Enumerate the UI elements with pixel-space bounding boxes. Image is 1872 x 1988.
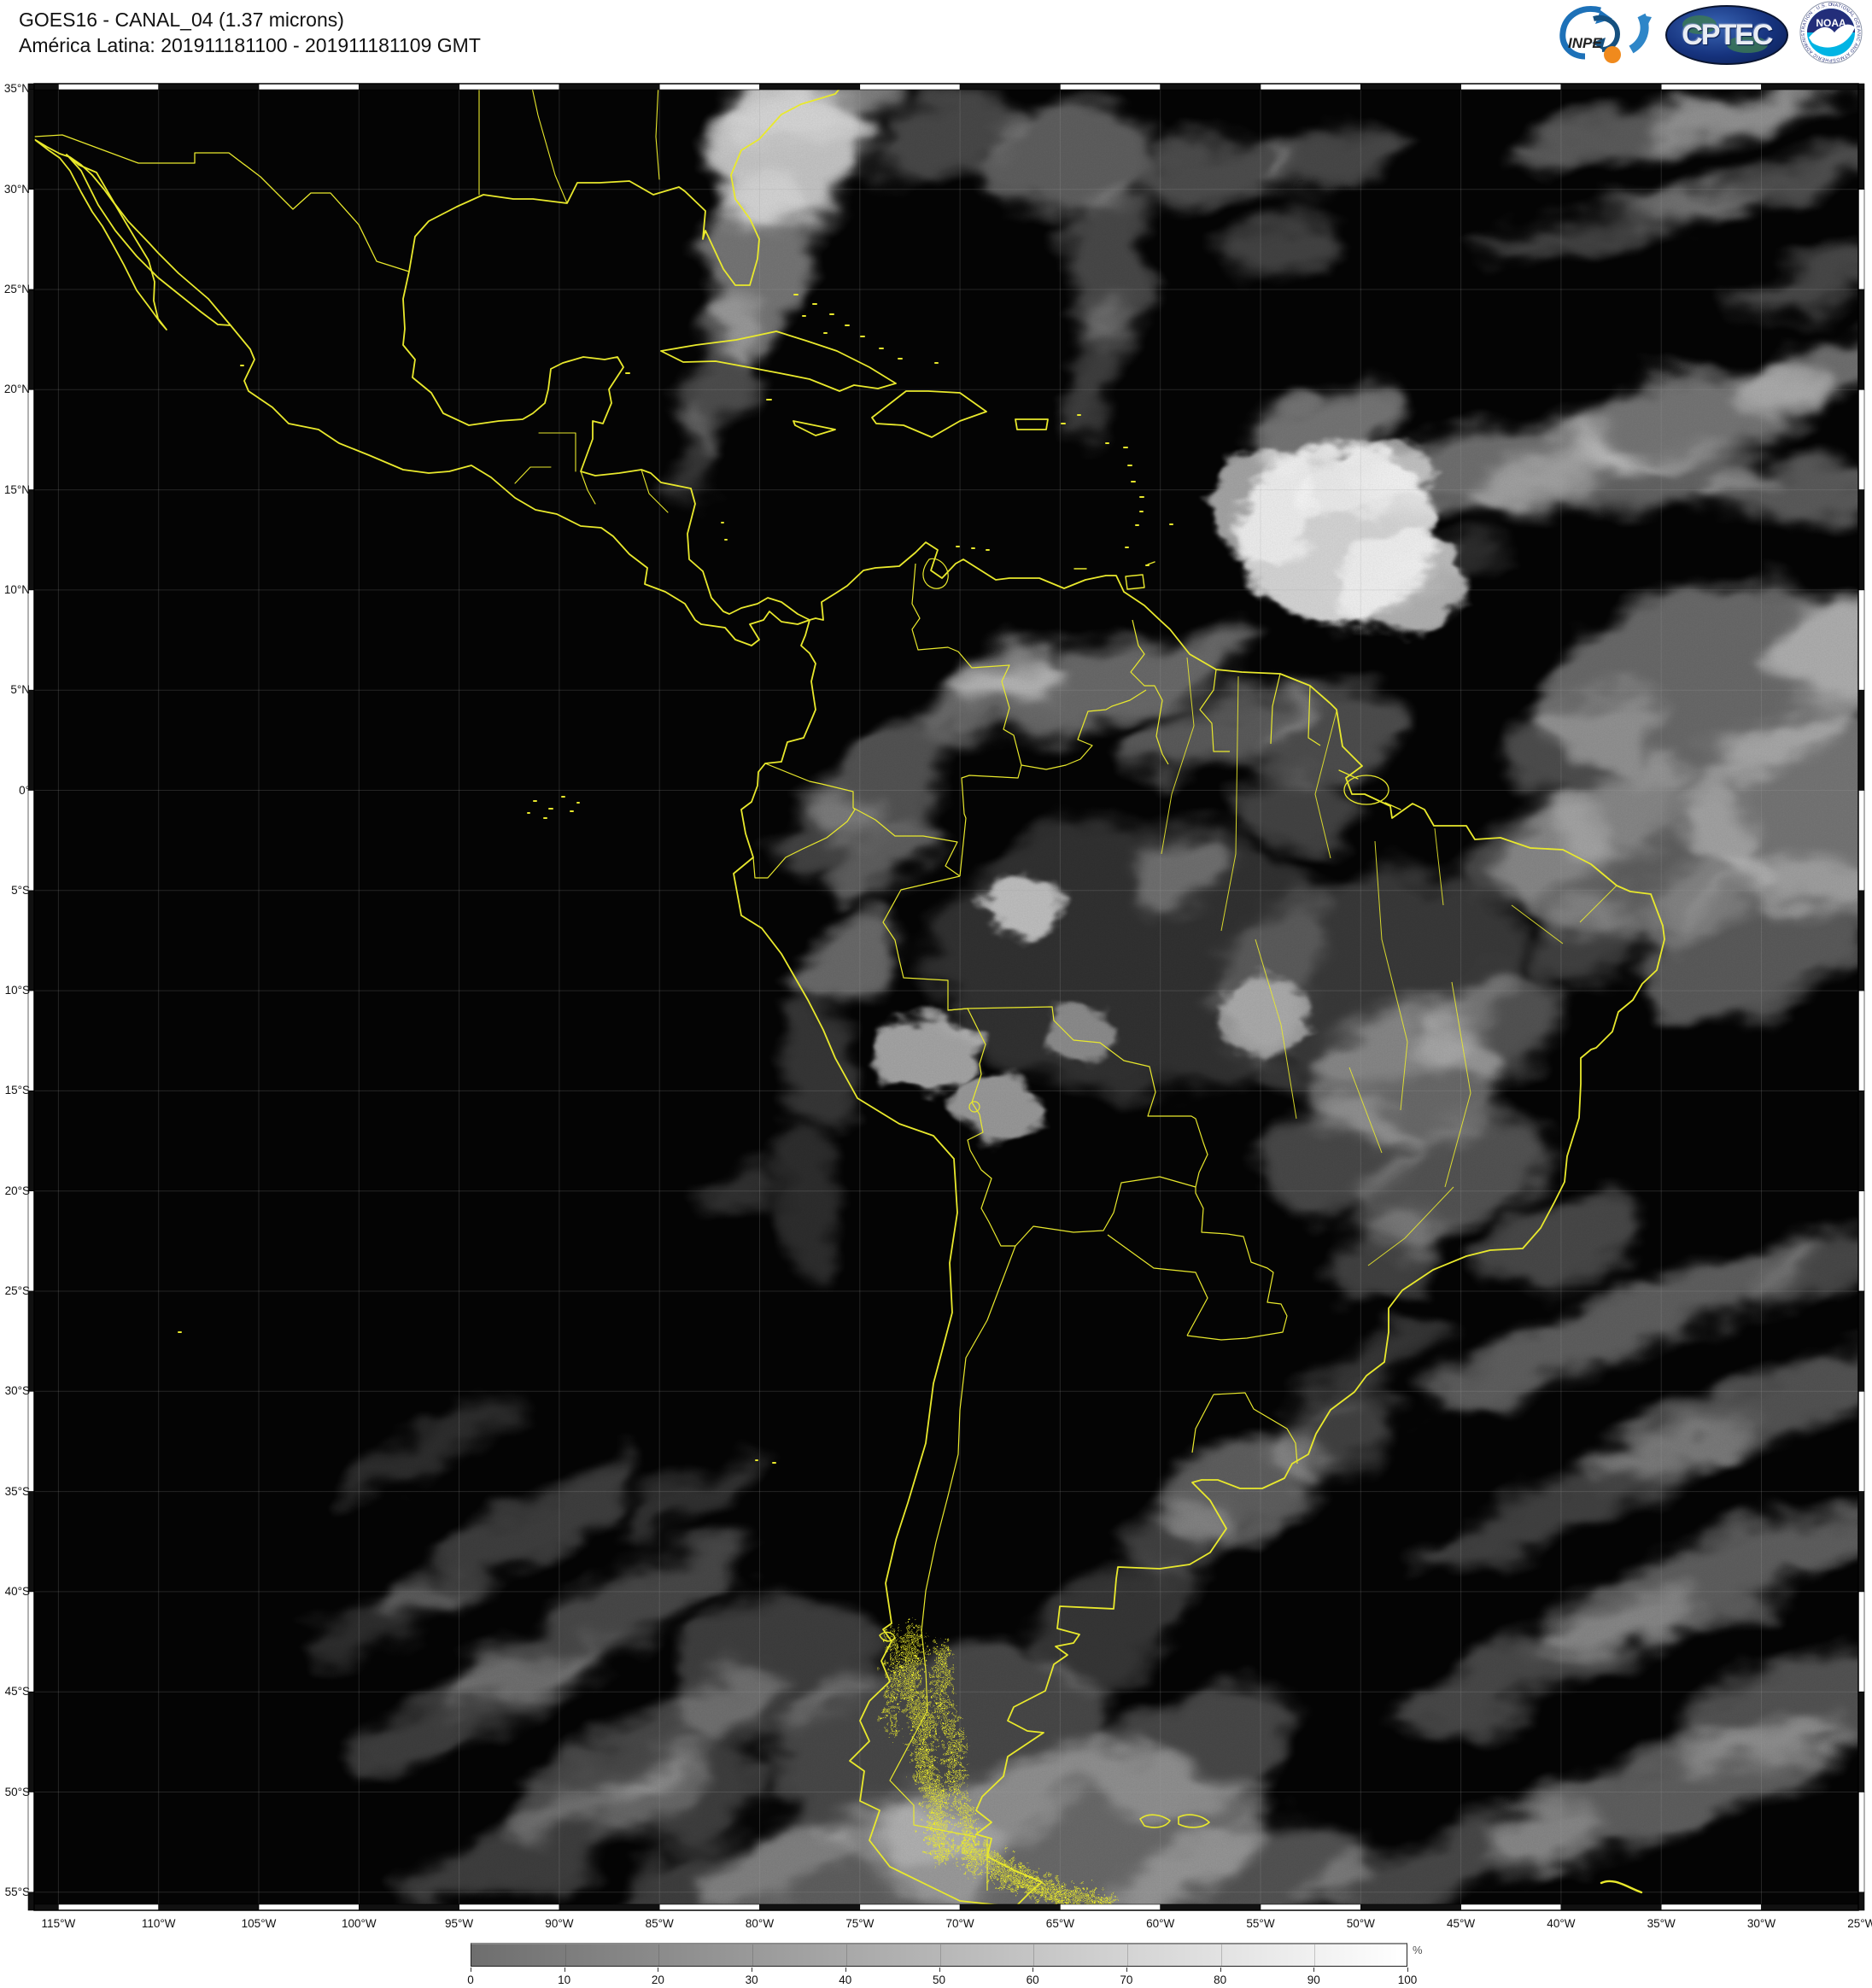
lon-label: 35°W <box>1647 1917 1676 1930</box>
lat-label: 35°N <box>3 82 30 96</box>
colorbar-inner-tick <box>1126 1944 1128 1966</box>
colorbar-tick-label: 0 <box>467 1973 474 1986</box>
inpe-swirl-icon: INPE <box>1559 6 1652 63</box>
noaa-emblem-icon: NATIONAL OCEANIC AND ATMOSPHERIC ADMINIS… <box>1793 0 1863 64</box>
lat-label: 20°S <box>4 1184 30 1197</box>
lon-label: 90°W <box>545 1917 574 1930</box>
lon-label: 75°W <box>845 1917 875 1930</box>
colorbar-unit: % <box>1413 1944 1423 1956</box>
colorbar-tick <box>939 1968 940 1972</box>
islands <box>178 294 1173 1642</box>
inpe-label: INPE <box>1568 35 1602 51</box>
noaa-logo: NATIONAL OCEANIC AND ATMOSPHERIC ADMINIS… <box>1793 0 1867 65</box>
cptec-globe-land <box>1727 36 1768 53</box>
colorbar-tick-label: 70 <box>1120 1973 1133 1986</box>
colorbar-tick-label: 100 <box>1397 1973 1418 1986</box>
colorbar-inner-tick <box>845 1944 847 1966</box>
lon-label: 85°W <box>645 1917 674 1930</box>
lat-label: 25°N <box>3 283 30 295</box>
colorbar <box>471 1943 1407 1967</box>
colorbar-tick-label: 20 <box>651 1973 664 1986</box>
lat-label: 35°S <box>4 1484 30 1498</box>
lat-label: 25°S <box>4 1284 30 1297</box>
lat-label: 45°S <box>4 1685 30 1699</box>
colorbar-tick <box>1313 1968 1315 1972</box>
noise-overlay <box>34 84 1858 1910</box>
lat-label: 15°N <box>3 482 30 496</box>
lat-label: 5°S <box>11 883 30 897</box>
inpe-logo: INPE <box>1549 0 1660 63</box>
lon-label: 70°W <box>945 1917 974 1930</box>
colorbar-tick <box>845 1968 846 1972</box>
colorbar-inner-tick <box>1220 1944 1222 1966</box>
lon-label: 65°W <box>1045 1917 1074 1930</box>
colorbar-tick-label: 40 <box>839 1973 852 1986</box>
lat-label: 10°N <box>3 582 30 596</box>
lat-label: 40°S <box>4 1584 30 1598</box>
cptec-globe-land <box>1682 15 1717 34</box>
colorbar-tick <box>1220 1968 1221 1972</box>
colorbar-tick-label: 80 <box>1214 1973 1227 1986</box>
lat-label: 5°N <box>10 683 30 697</box>
coastlines <box>34 84 1665 1908</box>
cptec-label: CPTEC <box>1682 18 1773 51</box>
colorbar-tick <box>1407 1968 1408 1972</box>
lon-label: 110°W <box>141 1917 176 1930</box>
lon-label: 45°W <box>1447 1917 1476 1930</box>
map-frame <box>33 83 1859 1911</box>
lat-label: 10°S <box>4 984 30 997</box>
lon-label: 25°W <box>1847 1917 1872 1930</box>
page-title: GOES16 - CANAL_04 (1.37 microns) <box>19 9 344 31</box>
logo-strip: INPE CPTEC NATIONAL OCEANIC AND ATMOSPHE… <box>1549 0 1867 65</box>
lon-label: 100°W <box>341 1917 377 1930</box>
lon-label: 30°W <box>1746 1917 1776 1930</box>
colorbar-inner-tick <box>752 1944 754 1966</box>
colorbar-inner-tick <box>939 1944 941 1966</box>
lat-label: 50°S <box>4 1785 30 1798</box>
lon-label: 105°W <box>241 1917 277 1930</box>
lon-label: 115°W <box>41 1917 76 1930</box>
colorbar-inner-tick <box>1314 1944 1316 1966</box>
colorbar-inner-tick <box>565 1944 566 1966</box>
colorbar-tick-label: 90 <box>1307 1973 1320 1986</box>
lon-label: 50°W <box>1346 1917 1375 1930</box>
colorbar-inner-tick <box>1033 1944 1035 1966</box>
colorbar-tick <box>1126 1968 1127 1972</box>
lat-label: 0° <box>19 783 30 797</box>
colorbar-inner-tick <box>658 1944 660 1966</box>
fjords-archipelago <box>879 1617 1108 1906</box>
lat-label: 30°N <box>3 182 30 196</box>
lon-label: 60°W <box>1146 1917 1175 1930</box>
lon-label: 55°W <box>1246 1917 1275 1930</box>
colorbar-tick-label: 50 <box>932 1973 946 1986</box>
lon-label: 80°W <box>745 1917 775 1930</box>
colorbar-tick-label: 30 <box>745 1973 758 1986</box>
page-subtitle: América Latina: 201911181100 - 201911181… <box>19 34 481 56</box>
graticule <box>34 84 1858 1910</box>
lat-label: 20°N <box>3 383 30 396</box>
lat-label: 30°S <box>4 1384 30 1398</box>
lon-label: 40°W <box>1547 1917 1576 1930</box>
noaa-label: NOAA <box>1816 17 1846 29</box>
colorbar-tick-label: 10 <box>558 1973 571 1986</box>
lon-label: 95°W <box>445 1917 474 1930</box>
cptec-logo: CPTEC <box>1665 5 1788 65</box>
title-block: GOES16 - CANAL_04 (1.37 microns) América… <box>19 7 481 58</box>
lat-label: 15°S <box>4 1084 30 1097</box>
lat-label: 55°S <box>4 1885 30 1898</box>
colorbar-tick-label: 60 <box>1026 1973 1039 1986</box>
country-borders <box>752 563 1618 1891</box>
